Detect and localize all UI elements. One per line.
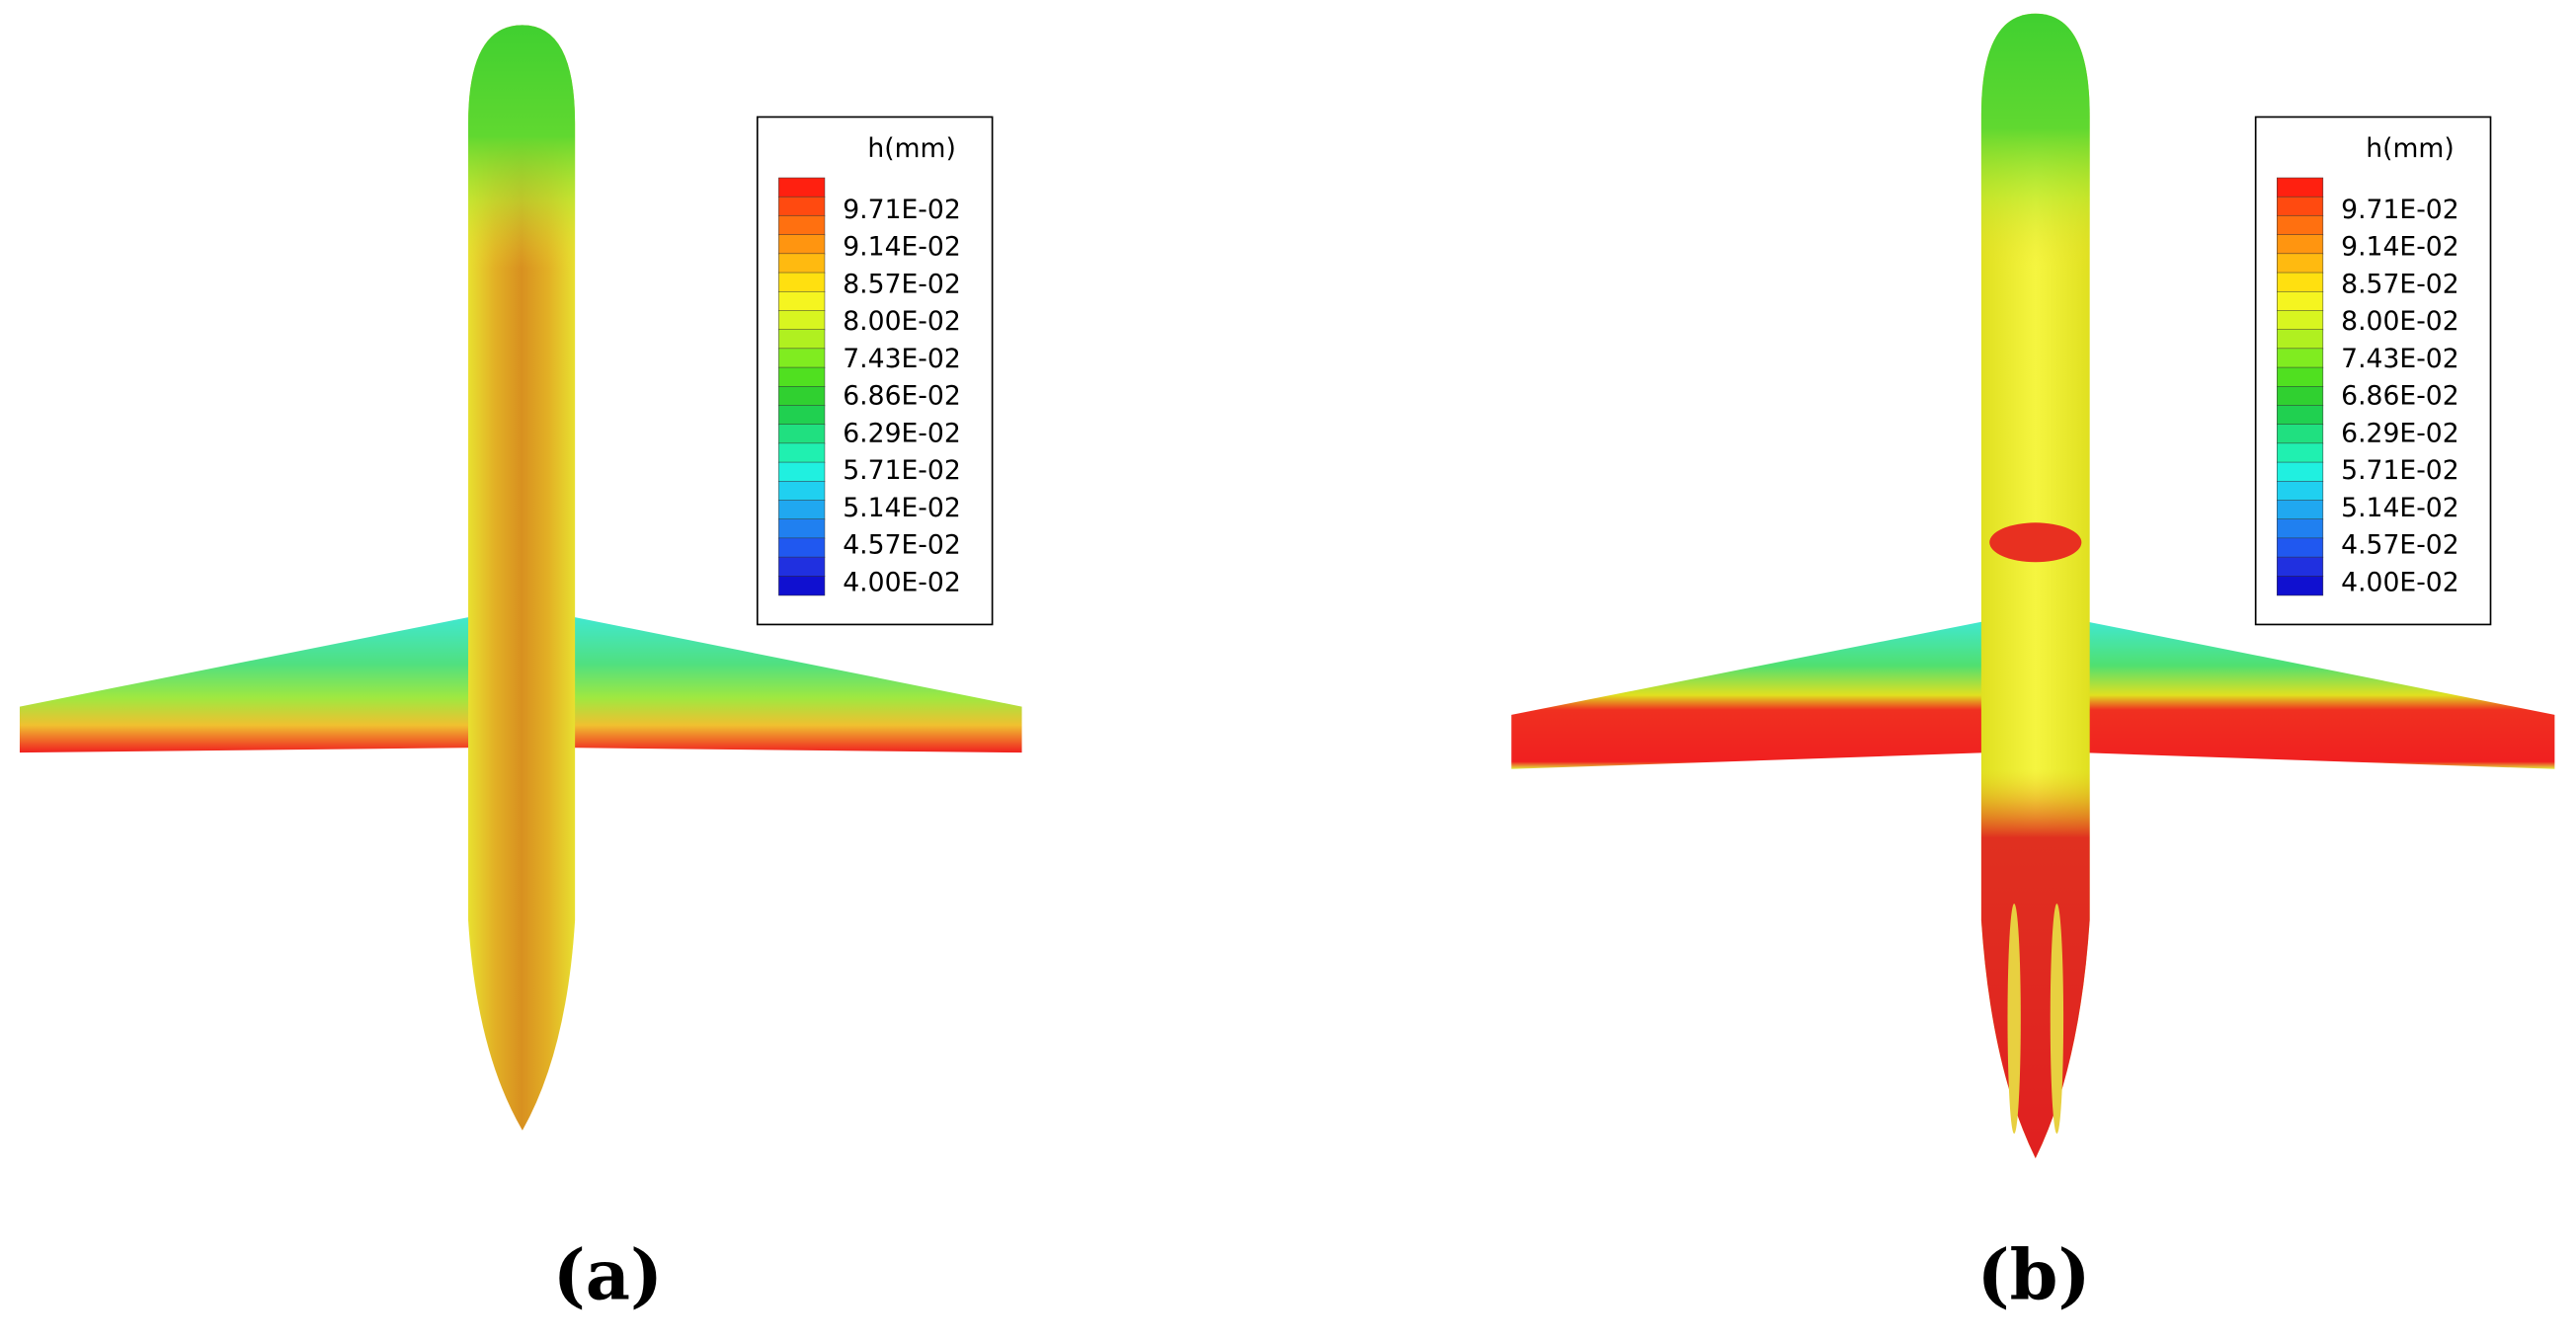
colorbar-band: [2277, 177, 2324, 197]
colorbar-band: [778, 537, 826, 558]
colorbar-band: [778, 461, 826, 483]
colorbar-band: [2277, 576, 2324, 596]
colorbar-band: [778, 366, 826, 388]
colorbar-band: [2277, 253, 2324, 274]
legend-level-label: 9.71E-02: [2341, 195, 2459, 225]
colorbar-band: [2277, 500, 2324, 520]
colorbar-band: [778, 442, 826, 463]
colorbar-band: [778, 424, 826, 444]
colorbar-band: [778, 348, 826, 368]
aircraft-a: [19, 25, 1022, 1131]
colorbar-band: [2277, 310, 2324, 331]
streak: [2050, 904, 2064, 1135]
wing: [19, 616, 477, 753]
colorbar-band: [778, 290, 826, 312]
colorbar-band: [2277, 537, 2324, 558]
legend-level-label: 5.14E-02: [2341, 493, 2459, 523]
legend-level-label: 9.71E-02: [843, 195, 961, 225]
colorbar-band: [2277, 290, 2324, 312]
wing: [566, 616, 1022, 753]
panel-label: (b): [1977, 1235, 2091, 1316]
legend-level-label: 6.86E-02: [843, 381, 961, 412]
colorbar-band: [2277, 329, 2324, 350]
hot-spot: [1989, 522, 2082, 563]
colorbar-band: [778, 405, 826, 426]
colorbar-band: [2277, 272, 2324, 292]
legend-level-label: 8.00E-02: [843, 306, 961, 337]
colorbar-band: [778, 234, 826, 255]
colorbar-band: [778, 215, 826, 236]
colorbar-band: [2277, 215, 2324, 236]
legend-level-label: 6.86E-02: [2341, 381, 2459, 412]
legend-level-label: 4.00E-02: [2341, 567, 2459, 597]
colorbar-band: [2277, 234, 2324, 255]
colorbar-band: [778, 253, 826, 274]
colorbar-band: [778, 310, 826, 331]
colorbar-band: [778, 272, 826, 292]
colorbar-band: [778, 386, 826, 407]
colorbar-band: [2277, 481, 2324, 502]
legend-level-label: 4.57E-02: [843, 530, 961, 561]
aircraft-b: [1511, 13, 2555, 1158]
legend-level-label: 4.57E-02: [2341, 530, 2459, 561]
wing: [1511, 621, 1988, 769]
legend-level-label: 8.00E-02: [2341, 306, 2459, 337]
colorbar-band: [2277, 442, 2324, 463]
colorbar-band: [2277, 386, 2324, 407]
colorbar-band: [2277, 556, 2324, 578]
fuselage-tail: [1980, 13, 2090, 1158]
colorbar-band: [778, 500, 826, 520]
wing: [2081, 621, 2555, 769]
colorbar-band: [2277, 424, 2324, 444]
legend-level-label: 9.14E-02: [843, 232, 961, 263]
legend-level-label: 7.43E-02: [2341, 344, 2459, 374]
fuselage-nose: [468, 25, 576, 1131]
panel-label: (a): [553, 1235, 663, 1316]
legend-level-label: 7.43E-02: [843, 344, 961, 374]
streak: [2007, 904, 2021, 1135]
colorbar-band: [2277, 518, 2324, 539]
colorbar-band: [2277, 196, 2324, 217]
legend-level-label: 5.71E-02: [843, 455, 961, 486]
legend-level-label: 9.14E-02: [2341, 232, 2459, 263]
legend-title: h(mm): [2366, 133, 2454, 164]
legend-level-label: 6.29E-02: [843, 418, 961, 448]
legend-title: h(mm): [867, 133, 955, 164]
colorbar-band: [778, 576, 826, 596]
colorbar-band: [778, 196, 826, 217]
colorbar-band: [2277, 461, 2324, 483]
legend-level-label: 6.29E-02: [2341, 418, 2459, 448]
colorbar-band: [778, 329, 826, 350]
colorbar-band: [2277, 348, 2324, 368]
colorbar-band: [778, 518, 826, 539]
colorbar-band: [778, 481, 826, 502]
colorbar-band: [778, 556, 826, 578]
legend-level-label: 8.57E-02: [2341, 269, 2459, 299]
colorbar-band: [2277, 405, 2324, 426]
legend-level-label: 5.14E-02: [843, 493, 961, 523]
colorbar-band: [778, 177, 826, 197]
legend-level-label: 5.71E-02: [2341, 455, 2459, 486]
colorbar-band: [2277, 366, 2324, 388]
legend-level-label: 8.57E-02: [843, 269, 961, 299]
legend-level-label: 4.00E-02: [843, 567, 961, 597]
